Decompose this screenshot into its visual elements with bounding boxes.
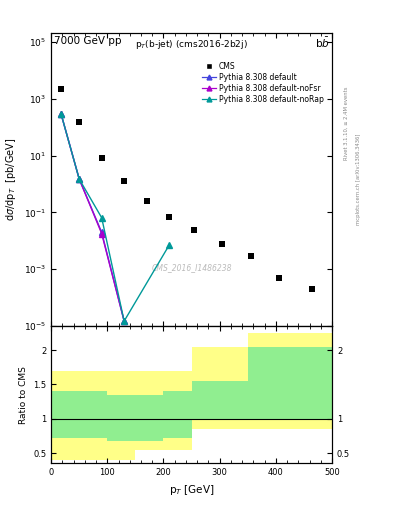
Text: mcplots.cern.ch [arXiv:1306.3436]: mcplots.cern.ch [arXiv:1306.3436] [356, 134, 361, 225]
Text: CMS_2016_I1486238: CMS_2016_I1486238 [151, 263, 232, 272]
Text: b$\bar{b}$: b$\bar{b}$ [314, 36, 329, 50]
Text: p$_{T}$(b-jet) (cms2016-2b2j): p$_{T}$(b-jet) (cms2016-2b2j) [135, 38, 248, 51]
X-axis label: p$_T$ [GeV]: p$_T$ [GeV] [169, 483, 214, 497]
Y-axis label: Ratio to CMS: Ratio to CMS [18, 366, 28, 423]
Legend: CMS, Pythia 8.308 default, Pythia 8.308 default-noFsr, Pythia 8.308 default-noRa: CMS, Pythia 8.308 default, Pythia 8.308 … [201, 60, 325, 105]
Y-axis label: d$\sigma$/dp$_T$  [pb/GeV]: d$\sigma$/dp$_T$ [pb/GeV] [4, 138, 18, 222]
Text: Rivet 3.1.10, ≥ 2.4M events: Rivet 3.1.10, ≥ 2.4M events [344, 86, 349, 160]
Text: 7000 GeV pp: 7000 GeV pp [54, 36, 121, 46]
